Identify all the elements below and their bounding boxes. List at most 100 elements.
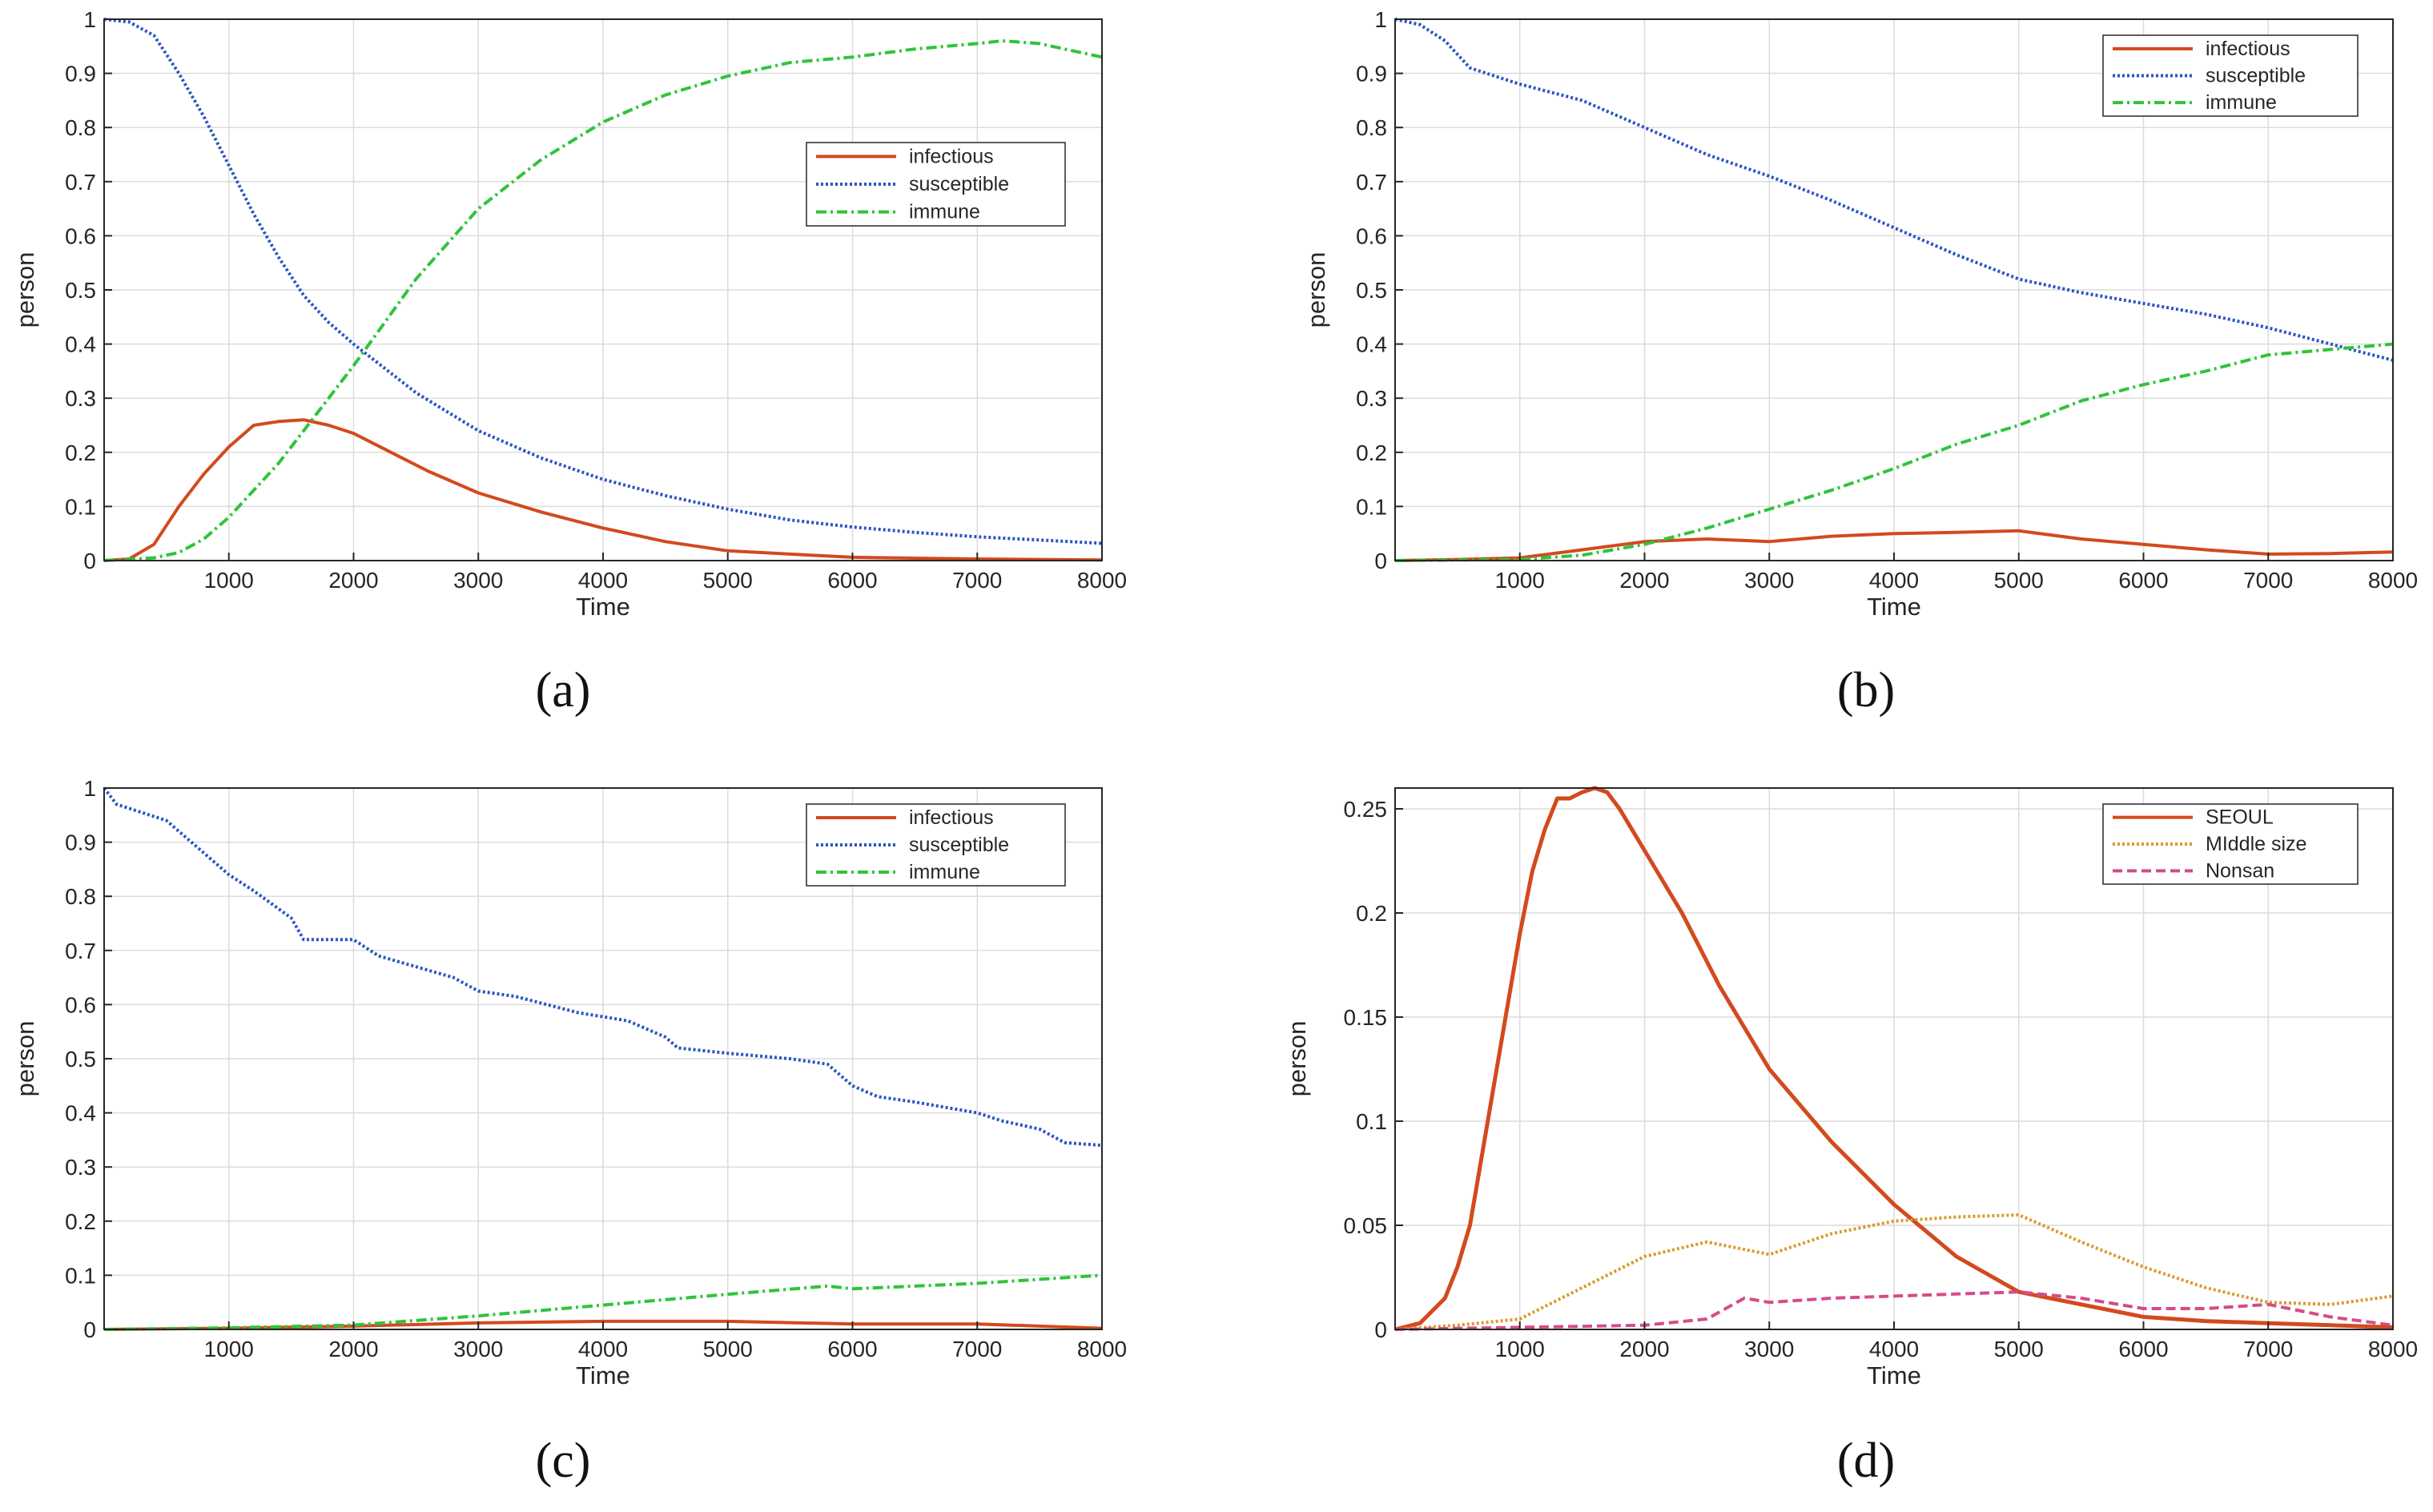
series-line-immune bbox=[1394, 342, 2394, 562]
x-tick-label: 3000 bbox=[1744, 1337, 1794, 1361]
y-tick-label: 0.7 bbox=[65, 170, 96, 195]
legend-label-infectious: infectious bbox=[909, 806, 994, 829]
y-axis-label: person bbox=[11, 252, 39, 328]
caption-b: (b) bbox=[1837, 663, 1895, 718]
x-tick-label: 7000 bbox=[952, 568, 1002, 593]
caption-a: (a) bbox=[536, 663, 591, 718]
series-line-immune bbox=[103, 39, 1103, 562]
y-tick-label: 0.4 bbox=[65, 332, 96, 357]
x-tick-label: 1000 bbox=[204, 568, 254, 593]
panel-b: 1000 2000 3000 4000 5000 6000 7000 8000 0 0.1 0.2 0… bbox=[1302, 7, 2418, 718]
x-tick-label: 3000 bbox=[453, 1337, 503, 1361]
x-tick-label: 2000 bbox=[328, 1337, 378, 1361]
caption-c: (c) bbox=[536, 1434, 591, 1488]
series-line-susceptible bbox=[1394, 18, 2394, 362]
panel-c: 1000 2000 3000 4000 5000 6000 7000 8000 0 0.1 0.2 0… bbox=[11, 776, 1127, 1488]
y-tick-label: 0.7 bbox=[65, 939, 96, 963]
y-tick-label: 0.4 bbox=[1356, 332, 1387, 357]
y-tick-label: 0.1 bbox=[1356, 1109, 1387, 1134]
y-tick-label: 0.15 bbox=[1344, 1005, 1388, 1030]
y-tick-label: 0.2 bbox=[1356, 901, 1387, 926]
x-tick-label: 1000 bbox=[1495, 1337, 1545, 1361]
legend-label-infectious: infectious bbox=[2206, 38, 2290, 60]
x-tick-label: 4000 bbox=[578, 1337, 628, 1361]
y-tick-label: 0.05 bbox=[1344, 1213, 1388, 1238]
legend-b: infectious susceptible immune bbox=[2102, 34, 2359, 117]
y-tick-label: 0.9 bbox=[1356, 62, 1387, 86]
series-line-immune bbox=[103, 1273, 1103, 1331]
x-axis-label: Time bbox=[1867, 593, 1921, 621]
y-tick-label: 0.6 bbox=[1356, 223, 1387, 248]
x-tick-label: 6000 bbox=[2118, 568, 2168, 593]
y-tick-label: 0.3 bbox=[65, 386, 96, 411]
legend-label-susceptible: susceptible bbox=[909, 834, 1009, 856]
legend-c: infectious susceptible immune bbox=[806, 803, 1066, 887]
legend-label-immune: immune bbox=[2206, 91, 2277, 114]
panel-d: 1000 2000 3000 4000 5000 6000 7000 8000 0 0.05 0.1… bbox=[1283, 786, 2418, 1488]
y-tick-label: 0.1 bbox=[65, 494, 96, 519]
x-tick-label: 8000 bbox=[1077, 568, 1127, 593]
x-tick-label: 4000 bbox=[1869, 568, 1919, 593]
series-line-infectious bbox=[103, 418, 1103, 562]
x-tick-label: 1000 bbox=[1495, 568, 1545, 593]
legend-label-infectious: infectious bbox=[909, 145, 994, 167]
y-tick-label: 0.4 bbox=[65, 1101, 96, 1126]
x-tick-label: 4000 bbox=[578, 568, 628, 593]
y-tick-label: 0 bbox=[83, 549, 96, 573]
y-tick-label: 1 bbox=[1374, 7, 1387, 32]
y-tick-label: 0.6 bbox=[65, 223, 96, 248]
y-axis-label: person bbox=[1283, 1021, 1311, 1097]
series-line-nonsan bbox=[1394, 1290, 2394, 1331]
y-axis-label: person bbox=[11, 1021, 39, 1097]
y-tick-label: 0.2 bbox=[1356, 440, 1387, 465]
panel-a: 1000 2000 3000 4000 5000 6000 7000 8000 0 0.1 0.2 0… bbox=[11, 7, 1127, 718]
series-line-susceptible bbox=[103, 786, 1103, 1148]
x-tick-label: 5000 bbox=[1994, 1337, 2044, 1361]
x-tick-label: 7000 bbox=[952, 1337, 1002, 1361]
x-tick-label: 5000 bbox=[1994, 568, 2044, 593]
series-line-seoul bbox=[1394, 786, 2394, 1332]
caption-d: (d) bbox=[1837, 1434, 1895, 1488]
legend-label-susceptible: susceptible bbox=[909, 173, 1009, 195]
y-tick-label: 0.8 bbox=[1356, 115, 1387, 140]
x-tick-label: 5000 bbox=[703, 568, 753, 593]
x-tick-label: 3000 bbox=[1744, 568, 1794, 593]
y-tick-label: 0.3 bbox=[1356, 386, 1387, 411]
x-tick-label: 1000 bbox=[204, 1337, 254, 1361]
y-tick-label: 0.8 bbox=[65, 884, 96, 909]
x-tick-label: 8000 bbox=[1077, 1337, 1127, 1361]
x-tick-label: 4000 bbox=[1869, 1337, 1919, 1361]
x-axis-label: Time bbox=[1867, 1361, 1921, 1389]
series-line-infectious bbox=[103, 1319, 1103, 1331]
y-tick-label: 0.25 bbox=[1344, 797, 1388, 822]
legend-d: SEOUL MIddle size Nonsan bbox=[2102, 803, 2359, 885]
x-tick-label: 6000 bbox=[2118, 1337, 2168, 1361]
y-tick-label: 0.3 bbox=[65, 1155, 96, 1180]
y-tick-label: 0.1 bbox=[65, 1263, 96, 1288]
y-tick-label: 0.1 bbox=[1356, 494, 1387, 519]
legend-label-susceptible: susceptible bbox=[2206, 65, 2306, 87]
y-tick-label: 0.9 bbox=[65, 830, 96, 855]
x-tick-label: 3000 bbox=[453, 568, 503, 593]
legend-label-immune: immune bbox=[909, 201, 980, 223]
x-tick-label: 7000 bbox=[2243, 568, 2293, 593]
y-tick-label: 0 bbox=[1374, 1317, 1387, 1342]
x-tick-label: 2000 bbox=[1619, 568, 1669, 593]
legend-label-immune: immune bbox=[909, 861, 980, 883]
y-tick-label: 0.8 bbox=[65, 115, 96, 140]
x-tick-label: 8000 bbox=[2368, 568, 2418, 593]
x-axis-label: Time bbox=[576, 1361, 630, 1389]
x-tick-label: 5000 bbox=[703, 1337, 753, 1361]
legend-a: infectious susceptible immune bbox=[806, 142, 1066, 227]
y-tick-label: 0.9 bbox=[65, 62, 96, 86]
y-tick-label: 0.5 bbox=[65, 278, 96, 303]
series-line-infectious bbox=[1394, 529, 2394, 562]
x-axis-label: Time bbox=[576, 593, 630, 621]
y-axis-label: person bbox=[1302, 252, 1330, 328]
y-tick-label: 0.5 bbox=[1356, 278, 1387, 303]
x-tick-label: 2000 bbox=[328, 568, 378, 593]
y-tick-label: 0.2 bbox=[65, 440, 96, 465]
y-tick-label: 1 bbox=[83, 776, 96, 801]
